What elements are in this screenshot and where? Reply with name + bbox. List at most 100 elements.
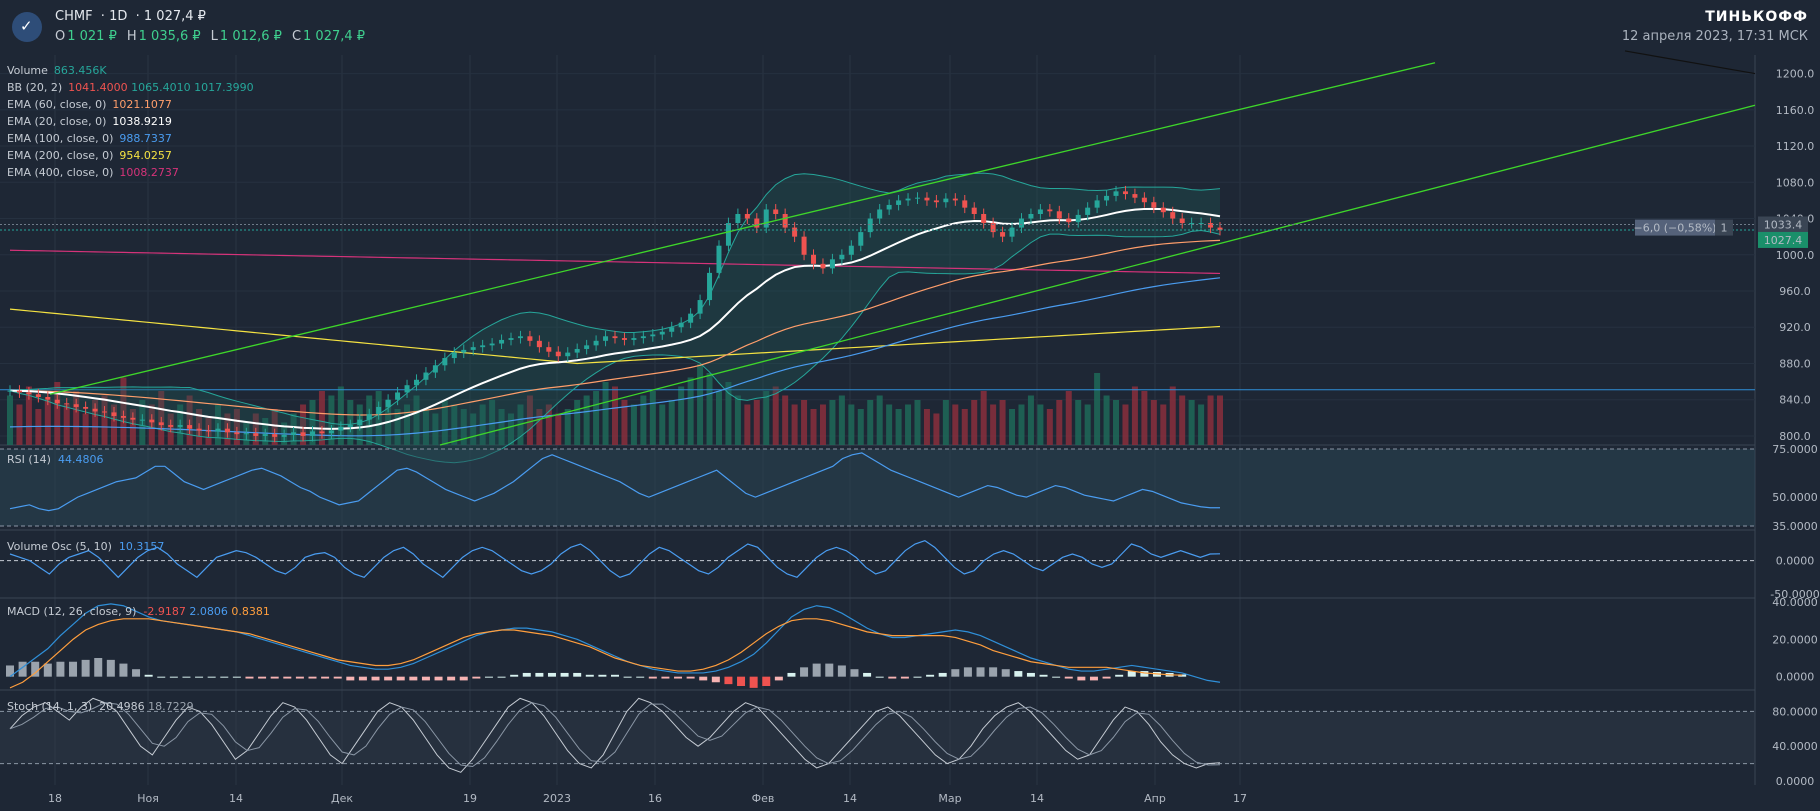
macd-histogram-bar xyxy=(94,658,103,677)
macd-histogram-bar xyxy=(132,669,141,677)
price-tick-label: 1160.0 xyxy=(1776,104,1815,117)
stoch-pane-label[interactable]: Stoch (14, 1, 3) 20.4986 18.7229 xyxy=(7,700,194,713)
volume-bar xyxy=(7,395,13,445)
macd-histogram-bar xyxy=(333,676,342,679)
change-badge-text: −6,0 (−0,58%) xyxy=(1634,222,1717,235)
vosc-pane-label[interactable]: Volume Osc (5, 10) 10.3157 xyxy=(7,540,165,553)
volume-bar xyxy=(895,409,902,445)
volume-bar xyxy=(923,409,930,445)
macd-histogram-bar xyxy=(547,672,556,677)
macd-histogram-bar xyxy=(119,663,128,677)
legend-item[interactable]: EMA (100, close, 0) 988.7337 xyxy=(7,130,254,147)
volume-bar xyxy=(404,404,411,445)
candle-body xyxy=(461,349,467,353)
symbol-header[interactable]: CHMF · 1D · 1 027,4 ₽ xyxy=(55,9,206,24)
volume-bar xyxy=(1018,404,1025,445)
candle-body xyxy=(801,236,807,255)
candle-body xyxy=(678,322,684,328)
price-tick-label: 800.0 xyxy=(1779,430,1811,443)
legend-item[interactable]: EMA (60, close, 0) 1021.1077 xyxy=(7,96,254,113)
macd-histogram-bar xyxy=(611,674,619,677)
pane-value: 2.0806 xyxy=(189,605,232,618)
legend-item[interactable]: EMA (20, close, 0) 1038.9219 xyxy=(7,113,254,130)
candle-body xyxy=(574,348,580,353)
candle-body xyxy=(130,417,136,420)
candle-body xyxy=(744,214,750,219)
time-tick-label: 17 xyxy=(1233,792,1247,805)
legend-item[interactable]: EMA (400, close, 0) 1008.2737 xyxy=(7,164,254,181)
volume-bar xyxy=(801,400,808,445)
macd-histogram-bar xyxy=(295,676,304,679)
volume-bar xyxy=(489,400,496,445)
macd-histogram-bar xyxy=(749,676,758,688)
time-tick-label: Дек xyxy=(331,792,353,805)
rsi-pane-label[interactable]: RSI (14) 44.4806 xyxy=(7,453,104,466)
volume-bar xyxy=(593,391,600,445)
candle-body xyxy=(1160,207,1166,213)
candle-body xyxy=(517,336,523,339)
macd-histogram-bar xyxy=(220,676,229,678)
legend-item[interactable]: EMA (200, close, 0) 954.0257 xyxy=(7,147,254,164)
time-tick-label: Фев xyxy=(752,792,775,805)
volume-bar xyxy=(848,404,855,445)
candle-body xyxy=(735,214,741,224)
macd-histogram-bar xyxy=(535,672,544,677)
candle-body xyxy=(1198,223,1204,225)
macd-histogram-bar xyxy=(1102,676,1111,679)
candle-body xyxy=(120,416,126,418)
candle-body xyxy=(640,336,646,339)
candle-body xyxy=(1075,214,1081,223)
candle-body xyxy=(45,396,51,400)
candle-body xyxy=(139,419,145,421)
ema-20-line xyxy=(9,207,1221,430)
macd-tick-label: 40.0000 xyxy=(1772,596,1818,609)
legend-value: 988.7337 xyxy=(119,132,172,145)
candle-body xyxy=(782,214,788,228)
candle-body xyxy=(451,352,457,359)
pane-value: 10.3157 xyxy=(118,540,165,553)
candle-body xyxy=(621,338,627,340)
ema-200-line xyxy=(9,308,1221,365)
macd-histogram-bar xyxy=(43,663,52,677)
volume-bar xyxy=(914,400,921,445)
candle-body xyxy=(877,209,883,219)
macd-histogram-bar xyxy=(636,676,645,678)
macd-histogram-bar xyxy=(207,676,216,678)
volume-bar xyxy=(271,409,278,445)
stoch-d-line xyxy=(9,702,1221,768)
legend-item[interactable]: BB (20, 2) 1041.4000 1065.4010 1017.3990 xyxy=(7,79,254,96)
macd-histogram-bar xyxy=(1039,674,1048,677)
candle-body xyxy=(262,434,268,436)
macd-histogram-bar xyxy=(308,676,317,679)
volume-bar xyxy=(82,413,89,445)
candle-body xyxy=(1179,218,1185,224)
candle-body xyxy=(385,399,391,407)
volume-bar xyxy=(337,386,344,445)
pane-value: 18.7229 xyxy=(148,700,194,713)
volume-bar xyxy=(1198,404,1205,445)
time-tick-label: 14 xyxy=(843,792,857,805)
candle-body xyxy=(404,385,410,393)
macd-histogram-bar xyxy=(1064,676,1073,679)
candle-body xyxy=(924,197,930,201)
volume-bar xyxy=(309,400,316,445)
ohlc-key: L xyxy=(210,29,218,44)
macd-histogram-bar xyxy=(711,676,720,683)
macd-histogram-bar xyxy=(863,672,872,677)
macd-histogram-bar xyxy=(232,676,241,678)
macd-histogram-bar xyxy=(812,663,821,677)
macd-histogram-bar xyxy=(1077,676,1086,681)
candle-body xyxy=(971,207,977,214)
macd-histogram-bar xyxy=(182,676,191,678)
legend-value: 1008.2737 xyxy=(119,166,179,179)
legend-item[interactable]: Volume 863.456K xyxy=(7,62,254,79)
macd-pane-label[interactable]: MACD (12, 26, close, 9) -2.9187 2.0806 0… xyxy=(7,605,270,618)
volume-bar xyxy=(819,404,826,445)
volume-bar xyxy=(905,404,912,445)
rsi-band xyxy=(0,449,1755,526)
volume-bar xyxy=(942,400,949,445)
time-tick-label: 2023 xyxy=(543,792,571,805)
candle-body xyxy=(206,430,212,432)
volume-bar xyxy=(867,400,874,445)
